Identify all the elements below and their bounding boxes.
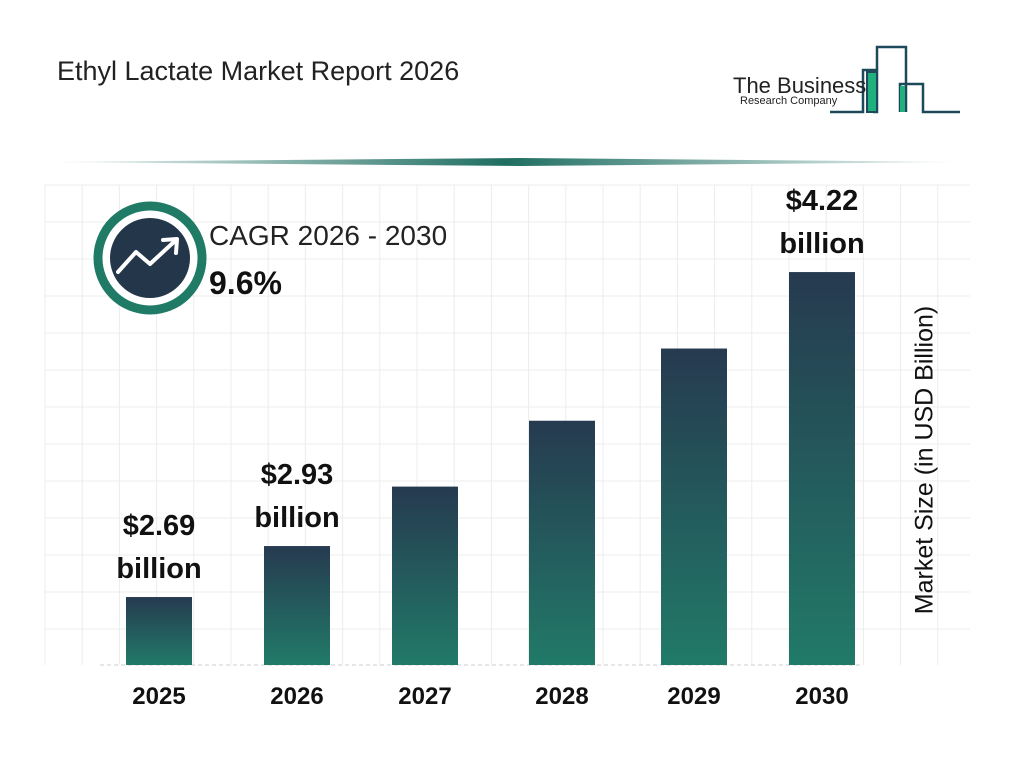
data-label-unit: billion: [254, 502, 340, 535]
data-label-amount: $4.22: [785, 185, 859, 218]
trending-up-icon: [116, 237, 179, 274]
cagr-badge: [110, 218, 190, 298]
data-label: $2.93 billion: [254, 454, 339, 540]
bar-2029: [661, 348, 727, 665]
y-axis-label: Market Size (in USD Billion): [910, 305, 939, 615]
data-label-unit: billion: [779, 228, 865, 261]
x-tick-label: 2027: [398, 683, 452, 710]
page-title: Ethyl Lactate Market Report 2026: [57, 56, 460, 86]
cagr-label: CAGR 2026 - 2030: [209, 220, 448, 251]
data-label-amount: $2.93: [260, 459, 334, 492]
company-logo: The Business Research Company: [730, 40, 965, 120]
bar-2028: [529, 420, 595, 665]
data-label-unit: billion: [116, 553, 202, 586]
bar-2030: [789, 272, 855, 665]
logo-buildings-icon: [830, 45, 960, 114]
data-label: $2.69 billion: [116, 505, 201, 591]
data-label: $4.22 billion: [779, 180, 864, 266]
bar-2027: [392, 486, 458, 665]
cagr-value: 9.6%: [209, 265, 282, 301]
bar-2026: [264, 546, 330, 665]
x-tick-label: 2029: [667, 683, 721, 710]
x-tick-label: 2028: [535, 683, 589, 710]
x-tick-label: 2026: [270, 683, 324, 710]
header-divider: [40, 158, 970, 166]
data-label-amount: $2.69: [122, 510, 196, 543]
logo-text-line2: Research Company: [740, 95, 838, 107]
x-tick-label: 2030: [795, 683, 849, 710]
bar-2025: [126, 597, 192, 665]
logo-text-line1: The Business: [733, 73, 867, 98]
x-tick-label: 2025: [132, 683, 186, 710]
